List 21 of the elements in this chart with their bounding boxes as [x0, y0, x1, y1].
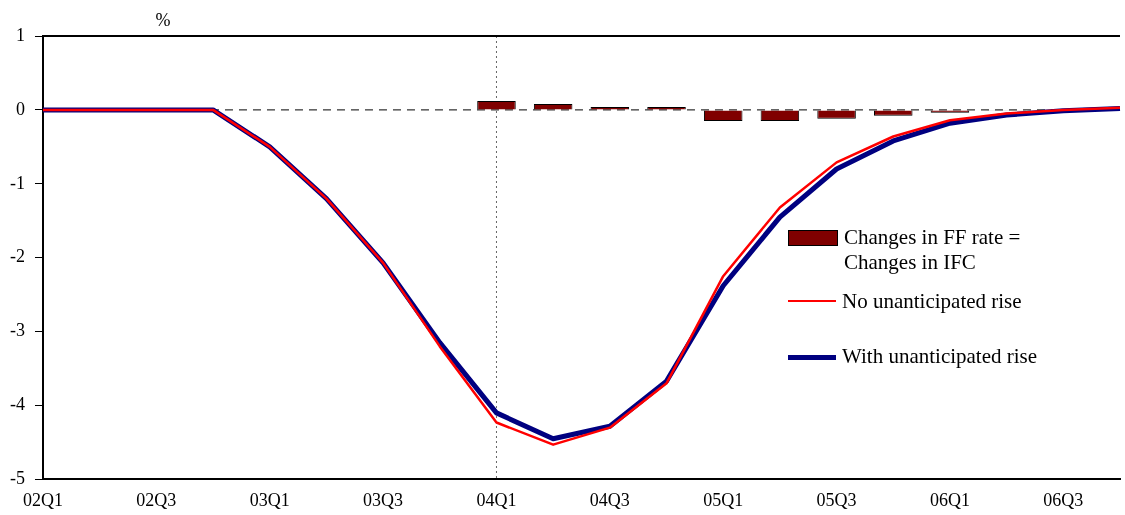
- legend-label: With unanticipated rise: [842, 344, 1038, 369]
- x-tick-label: 02Q3: [136, 489, 177, 510]
- x-tick-label: 03Q3: [363, 489, 404, 510]
- y-axis-title: %: [155, 10, 171, 30]
- legend-label: Changes in FF rate = Changes in IFC: [844, 225, 1022, 275]
- x-tick-label: 03Q1: [249, 489, 290, 510]
- y-tick-label: -5: [9, 468, 25, 489]
- x-tick-label: 06Q3: [1043, 489, 1084, 510]
- y-tick-label: 0: [15, 98, 25, 119]
- y-tick-label: -3: [9, 320, 25, 341]
- x-tick-label: 04Q3: [589, 489, 630, 510]
- x-tick-label: 04Q1: [476, 489, 517, 510]
- x-tick-label: 05Q3: [816, 489, 857, 510]
- y-tick-label: -1: [9, 172, 25, 193]
- x-tick-label: 02Q1: [22, 489, 63, 510]
- x-tick-label: 06Q1: [929, 489, 970, 510]
- y-tick-label: 1: [15, 24, 25, 45]
- y-tick-label: -2: [9, 246, 25, 267]
- legend-label: No unanticipated rise: [842, 289, 1022, 314]
- y-tick-label: -4: [9, 394, 25, 415]
- x-tick-label: 05Q1: [703, 489, 744, 510]
